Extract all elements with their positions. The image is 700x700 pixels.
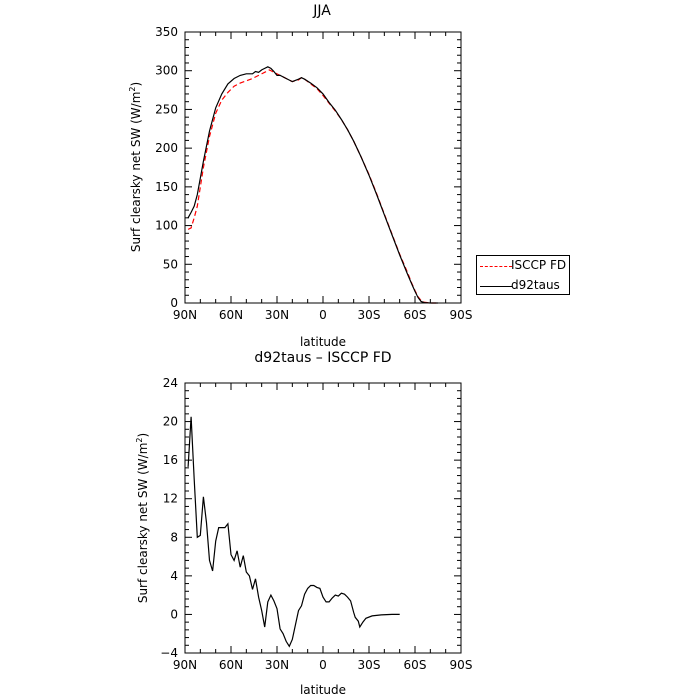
top-ticks: 90N 60N 30N 0 30S 60S 90S 0 50 100 150 200 250 300 350: [155, 25, 472, 322]
bottom-x-tick-label: 30N: [265, 658, 289, 672]
bottom-panel: d92taus – ISCCP FD 90N 60N 30N 0 30S 60S 90S −4…: [135, 350, 472, 697]
top-x-tick-label: 60N: [219, 308, 243, 322]
bottom-y-tick-label: 16: [163, 453, 178, 467]
top-x-tick-label: 30S: [358, 308, 381, 322]
bottom-y-tick-label: 20: [163, 415, 178, 429]
legend-swatch-d92taus: [480, 286, 512, 287]
bottom-x-axis-label: latitude: [300, 683, 346, 697]
legend-swatch-isccp: [480, 266, 512, 267]
legend-item-isccp: ISCCP FD: [477, 257, 569, 275]
bottom-x-tick-label: 90N: [173, 658, 197, 672]
bottom-series-line-d92taus-isccp-fd: [187, 416, 400, 648]
bottom-y-tick-label: 4: [170, 569, 178, 583]
top-y-tick-label: 50: [163, 257, 178, 271]
legend-item-d92taus: d92taus: [477, 277, 569, 295]
top-y-axis-label: Surf clearsky net SW (W/m2): [128, 82, 143, 252]
legend: ISCCP FD d92taus: [476, 255, 570, 295]
top-series: [187, 66, 438, 304]
top-series-line-isccp-fd: [187, 69, 438, 304]
top-plot-frame: [184, 31, 462, 304]
top-panel: JJA 90N 60N 30N 0 30S 60S 90S 0 50 100 150 200 250 30…: [128, 3, 472, 349]
bottom-chart-title: d92taus – ISCCP FD: [254, 350, 391, 366]
legend-label-isccp: ISCCP FD: [511, 258, 567, 272]
top-y-tick-label: 150: [155, 180, 178, 194]
top-x-tick-label: 0: [319, 308, 327, 322]
legend-label-d92taus: d92taus: [511, 278, 560, 292]
bottom-series: [187, 416, 400, 648]
top-x-tick-label: 60S: [404, 308, 427, 322]
bottom-ticks: 90N 60N 30N 0 30S 60S 90S −4 0 4 8 12 16 20 24: [160, 376, 472, 672]
bottom-plot-frame: [184, 382, 462, 654]
top-chart-title: JJA: [312, 3, 331, 19]
top-y-tick-label: 100: [155, 219, 178, 233]
top-y-tick-label: 0: [170, 296, 178, 310]
bottom-y-tick-label: −4: [160, 646, 178, 660]
bottom-x-tick-label: 0: [319, 658, 327, 672]
top-x-axis-label: latitude: [300, 335, 346, 349]
bottom-y-tick-label: 12: [163, 492, 178, 506]
bottom-y-tick-label: 0: [170, 607, 178, 621]
top-x-tick-label: 90S: [450, 308, 473, 322]
bottom-x-tick-label: 90S: [450, 658, 473, 672]
top-x-tick-label: 90N: [173, 308, 197, 322]
bottom-y-axis-label: Surf clearsky net SW (W/m2): [135, 433, 150, 603]
bottom-y-tick-label: 8: [170, 530, 178, 544]
bottom-x-tick-label: 60N: [219, 658, 243, 672]
bottom-x-tick-label: 30S: [358, 658, 381, 672]
top-y-tick-label: 200: [155, 141, 178, 155]
top-x-tick-label: 30N: [265, 308, 289, 322]
bottom-x-tick-label: 60S: [404, 658, 427, 672]
top-series-line-d92taus: [187, 66, 438, 304]
bottom-y-tick-label: 24: [163, 376, 178, 390]
top-y-tick-label: 250: [155, 102, 178, 116]
top-y-tick-label: 300: [155, 64, 178, 78]
top-y-tick-label: 350: [155, 25, 178, 39]
